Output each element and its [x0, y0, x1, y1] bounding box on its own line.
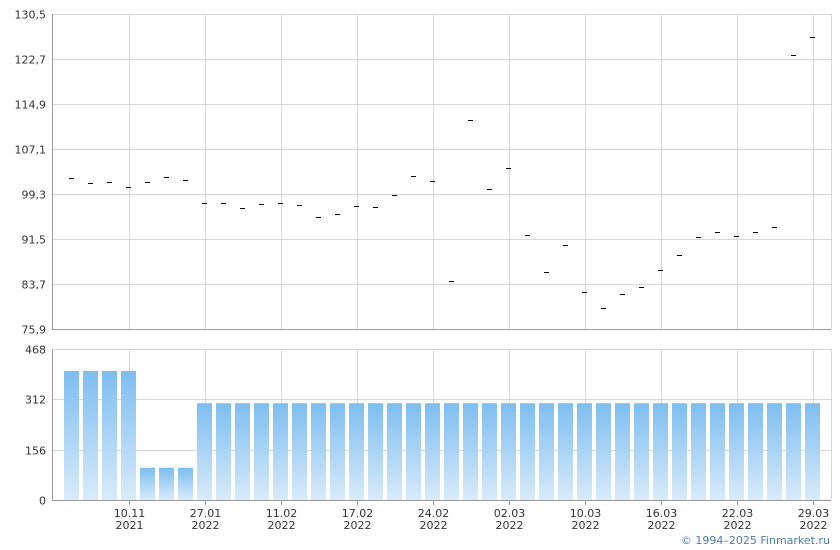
- volume-bar: [159, 467, 174, 500]
- volume-bar: [748, 403, 763, 500]
- price-y-tick-label: 91,5: [22, 234, 47, 247]
- x-tick-year-label: 2022: [648, 519, 676, 532]
- price-y-tick-label: 122,7: [15, 54, 47, 67]
- volume-bar: [558, 403, 573, 500]
- volume-bar: [672, 403, 687, 500]
- volume-bar: [463, 403, 478, 500]
- x-tick-date-label: 10.03: [570, 507, 602, 520]
- volume-bar: [634, 403, 649, 500]
- x-tick-date-label: 16.03: [646, 507, 678, 520]
- x-tick-date-label: 27.01: [190, 507, 222, 520]
- volume-bar: [368, 403, 383, 500]
- x-tick-year-label: 2022: [572, 519, 600, 532]
- volume-bar: [786, 403, 801, 500]
- volume-y-tick-label: 0: [39, 495, 46, 508]
- volume-bar: [729, 403, 744, 500]
- x-tick-year-label: 2022: [724, 519, 752, 532]
- x-tick-date-label: 10.11: [114, 507, 146, 520]
- volume-bar: [710, 403, 725, 500]
- volume-bar: [577, 403, 592, 500]
- volume-bar: [83, 370, 98, 500]
- volume-y-tick-label: 156: [25, 445, 46, 458]
- volume-bar: [235, 403, 250, 500]
- x-tick-year-label: 2022: [344, 519, 372, 532]
- price-y-tick-label: 107,1: [15, 144, 47, 157]
- volume-bar: [653, 403, 668, 500]
- x-tick-date-label: 11.02: [266, 507, 298, 520]
- x-tick-date-label: 22.03: [722, 507, 754, 520]
- x-tick-year-label: 2022: [268, 519, 296, 532]
- volume-bar: [273, 403, 288, 500]
- volume-bar: [292, 403, 307, 500]
- volume-bar: [406, 403, 421, 500]
- volume-bar: [254, 403, 269, 500]
- price-y-tick-label: 99,3: [22, 189, 47, 202]
- volume-bar: [387, 403, 402, 500]
- volume-panel: 0 156 312 468: [25, 344, 832, 508]
- volume-bar: [216, 403, 231, 500]
- volume-bar: [311, 403, 326, 500]
- volume-y-tick-label: 468: [25, 344, 46, 357]
- volume-bar: [596, 403, 611, 500]
- volume-bar: [805, 403, 820, 500]
- x-tick-date-label: 17.02: [342, 507, 374, 520]
- volume-bar: [197, 403, 212, 500]
- volume-bar: [501, 403, 516, 500]
- volume-bar: [691, 403, 706, 500]
- price-y-tick-label: 75,9: [22, 324, 47, 337]
- volume-bar: [121, 370, 136, 500]
- volume-bar: [330, 403, 345, 500]
- volume-bar: [425, 403, 440, 500]
- x-tick-date-label: 29.03: [798, 507, 830, 520]
- x-tick-year-label: 2022: [496, 519, 524, 532]
- volume-bar: [140, 467, 155, 500]
- price-y-tick-label: 130,5: [15, 9, 47, 22]
- volume-bar: [102, 370, 117, 500]
- price-y-tick-label: 114,9: [15, 99, 47, 112]
- x-axis: 10.11202127.01202211.02202217.02202224.0…: [52, 500, 831, 532]
- price-panel: 75,9 83,7 91,5 99,3 107,1 114,9 122,7 130,5: [15, 9, 832, 337]
- x-tick-year-label: 2021: [116, 519, 144, 532]
- volume-y-tick-label: 312: [25, 394, 46, 407]
- volume-bar: [444, 403, 459, 500]
- volume-bar: [767, 403, 782, 500]
- price-y-tick-label: 83,7: [22, 279, 47, 292]
- volume-bar: [178, 467, 193, 500]
- volume-bar: [64, 370, 79, 500]
- volume-bar: [349, 403, 364, 500]
- copyright-text: © 1994–2025 Finmarket.ru: [680, 534, 830, 547]
- volume-bar: [615, 403, 630, 500]
- x-tick-year-label: 2022: [192, 519, 220, 532]
- x-tick-date-label: 02.03: [494, 507, 526, 520]
- volume-bar: [482, 403, 497, 500]
- x-tick-year-label: 2022: [420, 519, 448, 532]
- volume-bar: [539, 403, 554, 500]
- x-tick-year-label: 2022: [800, 519, 828, 532]
- volume-bar: [520, 403, 535, 500]
- x-tick-date-label: 24.02: [418, 507, 450, 520]
